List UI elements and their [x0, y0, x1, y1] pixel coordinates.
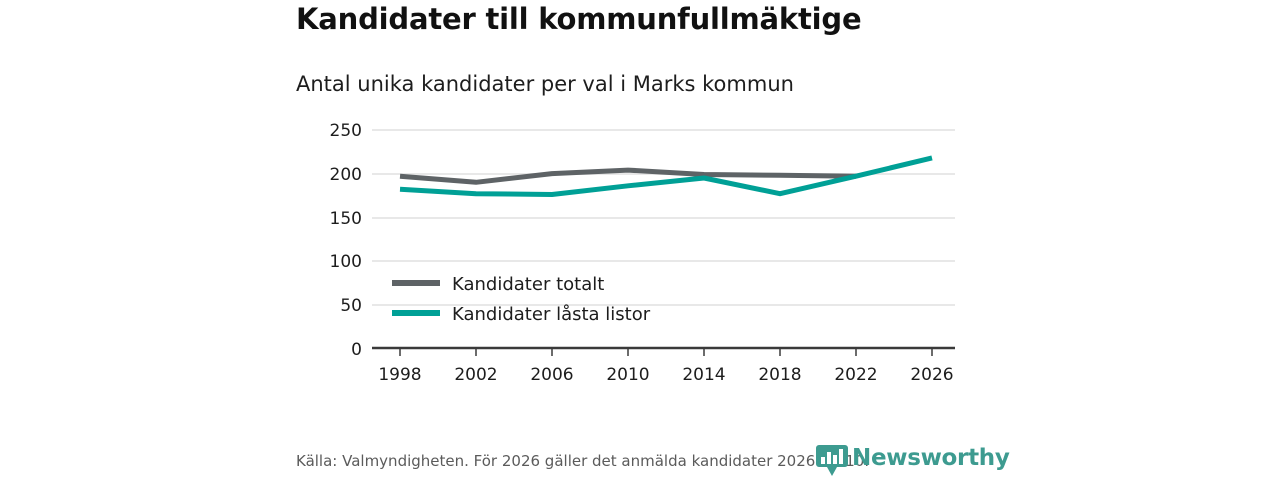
- series-line-kandidater-totalt: [399, 167, 857, 185]
- page-subtitle: Antal unika kandidater per val i Marks k…: [296, 72, 794, 96]
- page-title: Kandidater till kommunfullmäktige: [296, 2, 862, 36]
- y-tick-label-250: 250: [330, 121, 362, 141]
- x-tick-label-2018: 2018: [758, 365, 801, 385]
- legend-label-kandidater-totalt: Kandidater totalt: [452, 274, 604, 295]
- y-axis-tick-labels: 250 200 150 100 50 0: [330, 121, 362, 360]
- series-line-kandidater-lasta-listor: [399, 155, 933, 197]
- x-axis-tick-labels: 1998 2002 2006 2010 2014 2018 2022 2026: [378, 365, 953, 385]
- x-tick-label-2014: 2014: [682, 365, 725, 385]
- source-note: Källa: Valmyndigheten. För 2026 gäller d…: [296, 452, 870, 470]
- x-tick-label-2026: 2026: [910, 365, 953, 385]
- newsworthy-logo: Newsworthy: [815, 444, 1010, 478]
- x-axis-ticks: [399, 348, 933, 356]
- newsworthy-logo-text: Newsworthy: [852, 445, 1010, 471]
- legend: Kandidater totalt Kandidater låsta listo…: [392, 274, 651, 325]
- newsworthy-logo-icon: [816, 445, 848, 476]
- x-tick-label-2022: 2022: [834, 365, 877, 385]
- y-tick-label-50: 50: [340, 296, 362, 316]
- x-tick-label-2002: 2002: [454, 365, 497, 385]
- legend-label-kandidater-lasta-listor: Kandidater låsta listor: [452, 304, 651, 325]
- x-tick-label-2006: 2006: [530, 365, 573, 385]
- y-tick-label-200: 200: [330, 165, 362, 185]
- x-tick-label-2010: 2010: [606, 365, 649, 385]
- y-tick-label-150: 150: [330, 209, 362, 229]
- y-tick-label-0: 0: [351, 340, 362, 360]
- y-tick-label-100: 100: [330, 252, 362, 272]
- x-tick-label-1998: 1998: [378, 365, 421, 385]
